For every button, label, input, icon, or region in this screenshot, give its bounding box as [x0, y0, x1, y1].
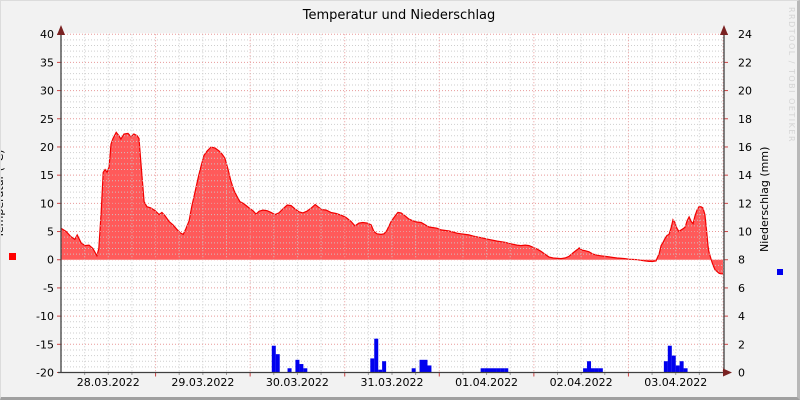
x-axis-date-label: 30.03.2022 [266, 376, 329, 389]
left-axis-tick-label: -20 [36, 367, 54, 380]
precipitation-bar [480, 368, 485, 373]
precipitation-bar [303, 368, 308, 373]
left-axis-tick-label: -10 [36, 310, 54, 323]
precipitation-bar [496, 368, 501, 373]
right-axis-tick-label: 22 [738, 56, 752, 69]
precipitation-bar [275, 354, 280, 373]
right-axis-tick-label: 24 [738, 28, 752, 41]
precipitation-bar [423, 359, 428, 373]
precipitation-bar [594, 368, 599, 373]
right-axis-tick-label: 20 [738, 85, 752, 98]
precipitation-bar [587, 361, 592, 373]
x-axis-arrow-icon [723, 368, 732, 377]
left-axis-tick-label: 40 [40, 28, 54, 41]
right-axis-tick-label: 8 [738, 254, 745, 267]
x-axis-date-label: 28.03.2022 [77, 376, 140, 389]
precipitation-bar [378, 369, 383, 373]
left-axis-tick-label: 25 [40, 113, 54, 126]
precipitation-bar [488, 368, 493, 373]
right-axis-tick-label: 16 [738, 141, 752, 154]
x-axis-date-label: 29.03.2022 [171, 376, 234, 389]
left-axis-tick-label: 20 [40, 141, 54, 154]
right-axis-tick-label: 4 [738, 310, 745, 323]
precipitation-bar [667, 345, 672, 373]
chart-title: Temperatur und Niederschlag [302, 8, 496, 23]
precipitation-bar [411, 368, 416, 373]
left-axis-tick-label: 10 [40, 197, 54, 210]
precipitation-bar [271, 345, 276, 373]
precipitation-bar [590, 368, 595, 373]
precipitation-bar [663, 361, 668, 373]
left-axis-tick-label: -5 [43, 282, 54, 295]
precipitation-bar [583, 368, 588, 373]
precipitation-bar [492, 368, 497, 373]
x-axis-date-label: 01.04.2022 [455, 376, 518, 389]
left-axis-tick-label: 15 [40, 169, 54, 182]
precipitation-bar [419, 359, 424, 373]
precipitation-bar [675, 365, 680, 373]
temperature-legend-marker [9, 253, 16, 260]
precipitation-bar [287, 368, 292, 373]
x-axis-date-label: 03.04.2022 [644, 376, 707, 389]
right-axis-tick-label: 10 [738, 226, 752, 239]
right-axis-tick-label: 0 [738, 367, 745, 380]
precipitation-bar [504, 368, 509, 373]
precipitation-bar [370, 358, 375, 373]
x-axis-date-label: 02.04.2022 [550, 376, 613, 389]
right-axis-tick-label: 18 [738, 113, 752, 126]
right-axis-tick-label: 6 [738, 282, 745, 295]
precipitation-bar [683, 368, 688, 373]
precipitation-bar [598, 368, 603, 373]
left-axis-tick-label: 35 [40, 56, 54, 69]
left-axis-arrow-icon [57, 25, 65, 35]
precipitation-bar [484, 368, 489, 373]
x-axis-date-label: 31.03.2022 [361, 376, 424, 389]
left-axis-tick-label: 30 [40, 85, 54, 98]
left-axis-tick-label: 5 [47, 226, 54, 239]
precipitation-bar [299, 364, 304, 373]
right-axis-arrow-icon [720, 25, 728, 35]
left-axis-tick-label: 0 [47, 254, 54, 267]
watermark: RRDTOOL / TOBI OETIKER [787, 7, 796, 144]
precipitation-bar [295, 359, 300, 373]
left-axis-tick-label: -15 [36, 338, 54, 351]
precipitation-bar [679, 361, 684, 373]
right-axis-tick-label: 2 [738, 338, 745, 351]
precipitation-legend-marker [777, 269, 783, 275]
precipitation-bar [374, 338, 379, 373]
precipitation-bar [382, 361, 387, 373]
precipitation-bar [671, 355, 676, 373]
precipitation-bar [427, 365, 432, 373]
right-axis-tick-label: 14 [738, 169, 752, 182]
right-axis-tick-label: 12 [738, 197, 752, 210]
precipitation-bar [500, 368, 505, 373]
